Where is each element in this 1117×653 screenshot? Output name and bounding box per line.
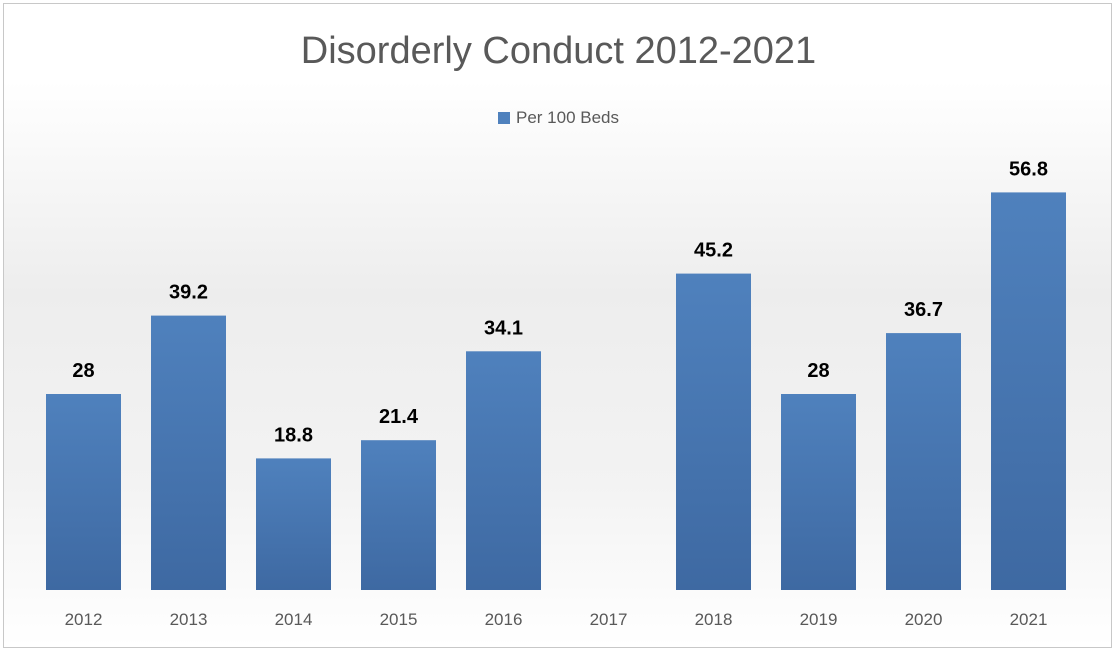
data-label: 56.8 bbox=[1009, 158, 1048, 180]
legend-label: Per 100 Beds bbox=[515, 108, 619, 127]
bar bbox=[46, 394, 121, 590]
data-label: 45.2 bbox=[694, 240, 733, 262]
x-tick-label: 2014 bbox=[275, 610, 313, 629]
bar bbox=[991, 192, 1066, 590]
x-tick-label: 2015 bbox=[380, 610, 418, 629]
data-label: 34.1 bbox=[484, 317, 523, 339]
chart-title: Disorderly Conduct 2012-2021 bbox=[300, 30, 817, 72]
bar bbox=[781, 394, 856, 590]
x-tick-label: 2012 bbox=[65, 610, 103, 629]
x-tick-label: 2017 bbox=[590, 610, 628, 629]
legend: Per 100 Beds bbox=[0, 108, 1117, 128]
bar bbox=[256, 458, 331, 590]
x-tick-label: 2013 bbox=[170, 610, 208, 629]
x-tick-label: 2018 bbox=[695, 610, 733, 629]
data-label: 36.7 bbox=[904, 299, 943, 321]
x-tick-label: 2020 bbox=[905, 610, 943, 629]
x-tick-label: 2016 bbox=[485, 610, 523, 629]
x-tick-label: 2021 bbox=[1010, 610, 1048, 629]
data-label: 28 bbox=[72, 360, 94, 382]
x-tick-label: 2019 bbox=[800, 610, 838, 629]
data-label: 21.4 bbox=[379, 406, 419, 428]
legend-swatch bbox=[497, 112, 510, 124]
data-label: 28 bbox=[807, 360, 829, 382]
bar bbox=[676, 273, 751, 590]
bar bbox=[361, 440, 436, 590]
bar bbox=[151, 315, 226, 590]
data-label: 39.2 bbox=[169, 282, 208, 304]
data-label: 18.8 bbox=[274, 424, 313, 446]
bar bbox=[886, 333, 961, 590]
bar bbox=[466, 351, 541, 590]
